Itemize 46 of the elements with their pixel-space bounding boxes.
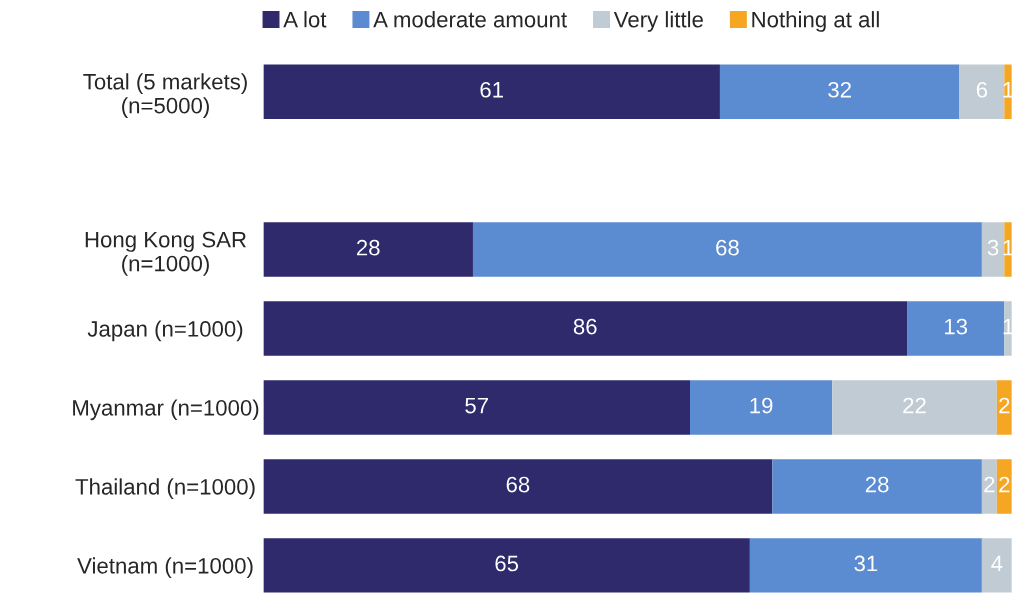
data-label: 4 <box>991 555 1003 572</box>
y-tick-label: Hong Kong SAR (n=1000) <box>85 231 247 276</box>
bar <box>772 459 982 514</box>
y-tick-label: Total (5 markets) (n=5000) <box>83 73 247 118</box>
data-label: 13 <box>945 318 968 335</box>
bar <box>981 538 1012 593</box>
data-label: 2 <box>999 397 1010 414</box>
bar <box>472 222 982 277</box>
bar <box>907 301 1005 356</box>
y-tick-label: Vietnam (n=1000) <box>77 557 253 579</box>
legend-label: A moderate amount <box>373 11 567 28</box>
y-tick-label: Myanmar (n=1000) <box>73 399 259 421</box>
data-label: 28 <box>356 239 380 256</box>
bar <box>263 64 720 119</box>
data-label: 32 <box>828 81 851 98</box>
bar <box>690 380 833 435</box>
bar <box>263 380 690 435</box>
bar <box>263 222 473 277</box>
bar <box>749 538 982 593</box>
data-label: 28 <box>865 476 889 493</box>
bar <box>981 459 997 514</box>
data-label: 31 <box>854 555 878 572</box>
data-label: 57 <box>465 397 488 414</box>
legend-label: A lot <box>283 11 327 28</box>
data-label: 68 <box>716 239 739 256</box>
bar <box>981 222 1005 277</box>
legend-label: Very little <box>613 11 703 32</box>
bar <box>832 380 997 435</box>
data-label: 3 <box>987 239 999 256</box>
y-tick-label: Japan (n=1000) <box>87 320 243 342</box>
y-tick-label: Thailand (n=1000) <box>75 478 255 500</box>
legend-label: Nothing at all <box>752 11 879 32</box>
data-label: 65 <box>495 555 519 572</box>
data-label: 86 <box>573 318 597 335</box>
data-label: 19 <box>750 397 773 414</box>
bar <box>959 64 1005 119</box>
data-label: 6 <box>976 81 988 98</box>
data-label: 2 <box>984 476 995 493</box>
data-label: 2 <box>999 476 1010 493</box>
bar <box>263 301 908 356</box>
data-label: 68 <box>506 476 530 493</box>
bar <box>263 459 773 514</box>
bar <box>719 64 960 119</box>
data-label: 61 <box>480 81 503 98</box>
data-label: 22 <box>903 397 926 414</box>
bar <box>263 538 750 593</box>
